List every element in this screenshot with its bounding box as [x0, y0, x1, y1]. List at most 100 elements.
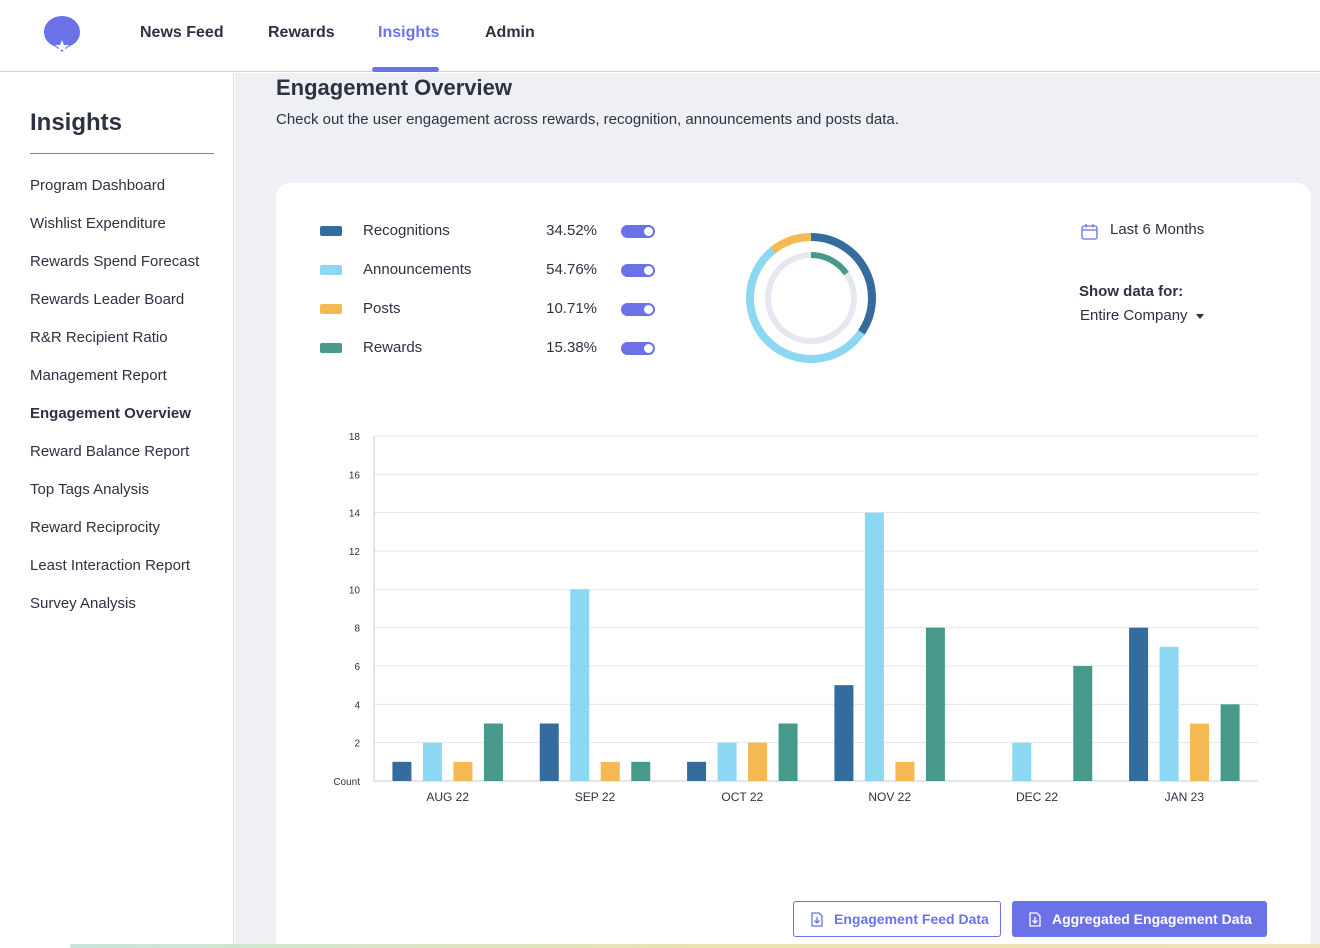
bar-recognitions-oct-22[interactable]	[687, 761, 707, 781]
bar-rewards-oct-22[interactable]	[778, 723, 798, 782]
bar-announcements-jan-23[interactable]	[1159, 646, 1179, 781]
bar-recognitions-jan-23[interactable]	[1129, 627, 1149, 781]
show-data-dropdown[interactable]: Entire Company	[1080, 307, 1204, 324]
posts-toggle[interactable]	[621, 303, 655, 316]
announcements-toggle[interactable]	[621, 264, 655, 277]
x-tick-label: NOV 22	[868, 790, 911, 804]
page-subtitle: Check out the user engagement across rew…	[276, 111, 899, 128]
toggle-knob	[644, 227, 653, 236]
calendar-icon	[1081, 224, 1098, 240]
bar-announcements-aug-22[interactable]	[422, 742, 442, 781]
recognitions-toggle[interactable]	[621, 225, 655, 238]
legend-swatch	[320, 226, 342, 236]
legend-label: Posts	[363, 300, 401, 317]
app-logo-icon[interactable]	[42, 14, 82, 54]
download-icon	[1029, 911, 1041, 927]
show-data-value: Entire Company	[1080, 307, 1188, 324]
bar-posts-nov-22[interactable]	[895, 761, 915, 781]
nav-rewards[interactable]: Rewards	[268, 24, 335, 41]
bar-recognitions-aug-22[interactable]	[392, 761, 412, 781]
engagement-bar-chart: Count 2 4 6 8 10 12 14 16 18 AUG 22 SEP 22 OCT 22 NOV…	[333, 432, 1258, 804]
y-tick-label: 10	[349, 585, 361, 596]
legend-row-recognitions: Recognitions 34.52%	[320, 221, 655, 243]
y-tick-label: 6	[354, 662, 360, 673]
aggregated-engagement-data-button[interactable]: Aggregated Engagement Data	[1012, 901, 1267, 937]
y-tick-label: 2	[354, 739, 360, 750]
sidebar-item-management-report[interactable]: Management Report	[30, 367, 167, 384]
sidebar-divider	[30, 153, 214, 154]
sidebar-title: Insights	[30, 109, 123, 136]
legend-swatch	[320, 304, 342, 314]
rewards-toggle[interactable]	[621, 342, 655, 355]
y-tick-label: Count	[333, 777, 360, 788]
sidebar-item-program-dashboard[interactable]: Program Dashboard	[30, 177, 166, 194]
show-data-label: Show data for:	[1079, 283, 1184, 300]
bar-rewards-aug-22[interactable]	[483, 723, 503, 782]
donut-segment-posts[interactable]	[770, 233, 812, 254]
legend-row-announcements: Announcements 54.76%	[320, 260, 655, 282]
sidebar-item-rr-recipient-ratio[interactable]: R&R Recipient Ratio	[30, 329, 168, 346]
engagement-card: Recognitions 34.52% Announcements 54.76%…	[276, 183, 1311, 948]
legend-percent: 54.76%	[546, 261, 597, 278]
legend-percent: 15.38%	[546, 339, 597, 356]
bar-posts-aug-22[interactable]	[453, 761, 473, 781]
sidebar-item-survey-analysis[interactable]: Survey Analysis	[30, 595, 136, 612]
x-tick-label: SEP 22	[575, 790, 616, 804]
legend-swatch	[320, 343, 342, 353]
bar-announcements-sep-22[interactable]	[570, 589, 590, 781]
toggle-knob	[644, 344, 653, 353]
donut-segment-announcements[interactable]	[746, 247, 865, 363]
toggle-knob	[644, 266, 653, 275]
sidebar-item-top-tags-analysis[interactable]: Top Tags Analysis	[30, 481, 149, 498]
bar-posts-oct-22[interactable]	[748, 742, 768, 781]
engagement-feed-data-button[interactable]: Engagement Feed Data	[793, 901, 1001, 937]
date-range-label: Last 6 Months	[1110, 221, 1205, 238]
bar-posts-sep-22[interactable]	[600, 761, 620, 781]
sidebar-item-reward-reciprocity[interactable]: Reward Reciprocity	[30, 519, 161, 536]
download-icon	[811, 911, 823, 927]
bar-posts-jan-23[interactable]	[1190, 723, 1210, 782]
nav-news-feed[interactable]: News Feed	[140, 24, 224, 41]
sidebar-item-rewards-spend-forecast[interactable]: Rewards Spend Forecast	[30, 253, 200, 270]
donut-segment-recognitions[interactable]	[810, 233, 876, 335]
top-navigation: News Feed Rewards Insights Admin	[0, 0, 1320, 72]
sidebar-menu: Program Dashboard Wishlist Expenditure R…	[30, 177, 199, 633]
legend-row-rewards: Rewards 15.38%	[320, 338, 655, 360]
sidebar-item-engagement-overview[interactable]: Engagement Overview	[30, 405, 191, 422]
sidebar-item-reward-balance-report[interactable]: Reward Balance Report	[30, 443, 190, 460]
y-tick-label: 12	[349, 547, 361, 558]
donut-segment-rewards[interactable]	[810, 252, 849, 276]
bar-rewards-sep-22[interactable]	[631, 761, 651, 781]
sidebar-item-wishlist-expenditure[interactable]: Wishlist Expenditure	[30, 215, 166, 232]
nav-admin[interactable]: Admin	[485, 24, 535, 41]
bar-recognitions-sep-22[interactable]	[539, 723, 559, 782]
bottom-gradient-strip	[70, 944, 1320, 948]
bar-rewards-nov-22[interactable]	[925, 627, 945, 781]
x-tick-label: JAN 23	[1165, 790, 1205, 804]
y-tick-label: 18	[349, 432, 361, 443]
sidebar-item-rewards-leader-board[interactable]: Rewards Leader Board	[30, 291, 185, 308]
sidebar: Insights Program Dashboard Wishlist Expe…	[0, 73, 234, 948]
x-tick-label: AUG 22	[426, 790, 469, 804]
active-tab-indicator	[372, 67, 439, 72]
legend-percent: 10.71%	[546, 300, 597, 317]
chevron-down-icon	[1195, 313, 1204, 319]
bar-rewards-jan-23[interactable]	[1220, 704, 1240, 781]
toggle-knob	[644, 305, 653, 314]
engagement-donut-chart	[746, 233, 876, 363]
y-tick-label: 14	[349, 509, 361, 520]
engagement-feed-data-label: Engagement Feed Data	[834, 911, 989, 927]
x-tick-label: OCT 22	[721, 790, 763, 804]
aggregated-engagement-data-label: Aggregated Engagement Data	[1052, 911, 1252, 927]
y-tick-label: 16	[349, 470, 361, 481]
bar-recognitions-nov-22[interactable]	[834, 685, 854, 781]
bar-announcements-dec-22[interactable]	[1012, 742, 1032, 781]
bar-announcements-nov-22[interactable]	[864, 512, 884, 781]
x-tick-label: DEC 22	[1016, 790, 1058, 804]
legend-row-posts: Posts 10.71%	[320, 299, 655, 321]
bar-rewards-dec-22[interactable]	[1073, 666, 1093, 781]
sidebar-item-least-interaction-report[interactable]: Least Interaction Report	[30, 557, 191, 574]
bar-announcements-oct-22[interactable]	[717, 742, 737, 781]
nav-insights[interactable]: Insights	[378, 24, 440, 41]
legend-label: Announcements	[363, 261, 472, 278]
